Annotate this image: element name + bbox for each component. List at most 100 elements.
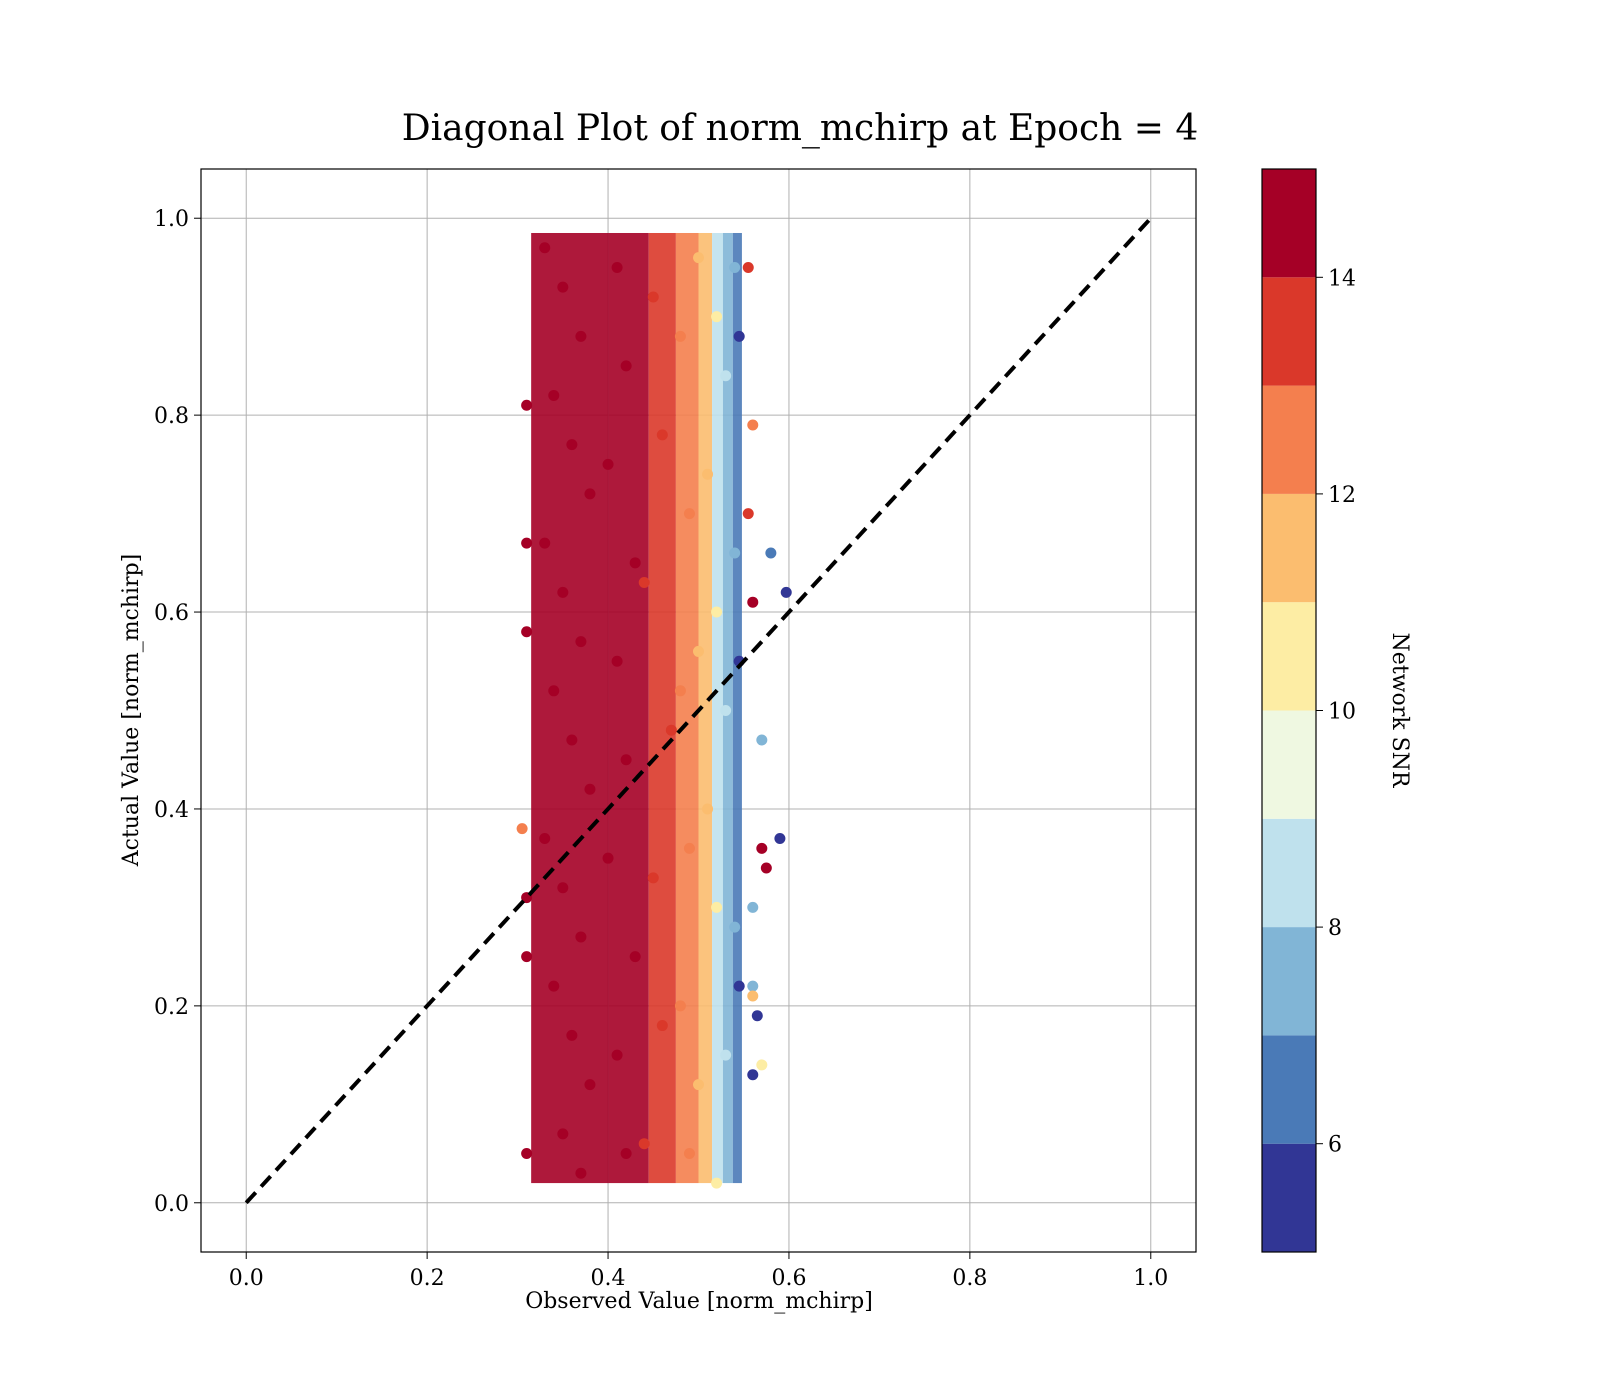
scatter-point [765,547,777,559]
diagonal-reference-line [244,216,1153,1205]
scatter-point [620,360,632,372]
scatter-point [693,645,704,657]
colorbar-tick-label: 12 [1328,483,1356,508]
scatter-point [747,1069,759,1081]
scatter-point [548,685,560,697]
scatter-point [674,1000,686,1012]
scatter-point [575,330,587,342]
scatter-point [674,330,686,342]
scatter-point [747,901,759,913]
colorbar-tick-label: 6 [1328,1133,1342,1158]
x-axis-ticks: 0.0 0.2 0.4 0.6 0.8 1.0 [229,1252,1168,1291]
scatter-point [720,705,732,716]
colorbar-band [1262,927,1316,1036]
scatter-point [575,931,587,943]
scatter-point [774,832,786,844]
scatter-point [733,980,745,992]
plot-area [200,168,1197,1253]
colorbar-band [1262,710,1316,819]
colorbar-band [1262,1143,1316,1252]
scatter-density-strip [608,232,649,1184]
scatter-point [674,685,686,697]
y-axis-ticks: 0.0 0.2 0.4 0.6 0.8 1.0 [154,207,201,1217]
x-tick-label: 0.6 [771,1266,806,1291]
scatter-point [566,1029,578,1041]
scatter-point [539,242,551,254]
scatter-point [747,419,759,431]
x-tick-label: 0.0 [229,1266,264,1291]
y-tick-label: 0.0 [154,1192,189,1217]
colorbar-bands [1262,169,1316,1252]
scatter-density-strip [712,232,723,1184]
scatter-point [733,330,745,342]
scatter-point [602,458,614,470]
scatter-density-strip [732,232,742,1184]
scatter-point [711,901,723,913]
scatter-point [584,783,596,795]
scatter-point [521,537,533,549]
scatter-point [751,1010,763,1022]
scatter-point [620,754,632,766]
scatter-point [729,921,741,933]
colorbar-band [1262,1035,1316,1144]
scatter-point [521,951,533,963]
scatter-point [557,882,569,894]
scatter-point [566,439,578,451]
colorbar-tick-label: 14 [1328,266,1356,291]
scatter-point [620,1148,632,1160]
scatter-point [584,488,596,500]
scatter-density-strip [675,232,699,1184]
scatter-point [742,261,754,273]
scatter-point [683,842,695,854]
scatter-point [742,508,754,520]
scatter-point [711,311,723,323]
scatter-point [756,842,768,854]
colorbar-band [1262,277,1316,386]
scatter-point [539,537,551,549]
scatter-point [665,724,677,736]
scatter-point [638,577,650,589]
scatter-point [575,636,587,648]
x-axis-label: Observed Value [norm_mchirp] [525,1289,873,1314]
scatter-point [711,606,723,618]
colorbar-band [1262,385,1316,494]
scatter-point [647,291,659,303]
colorbar-band [1262,818,1316,928]
scatter-density-strip [648,232,676,1184]
scatter-point [539,832,551,844]
colorbar-tick-label: 10 [1328,700,1356,725]
scatter-point [521,1148,533,1160]
y-tick-label: 0.2 [154,995,189,1020]
scatter-point [566,734,578,746]
scatter-point [729,261,741,273]
scatter-point [575,1167,587,1179]
scatter-point [602,852,614,864]
y-tick-label: 1.0 [154,207,189,232]
scatter-point [656,429,668,441]
scatter-cloud [531,232,742,1184]
scatter-point [521,626,533,638]
scatter-point [656,1020,668,1032]
colorbar-label: Network SNR [1387,633,1412,789]
scatter-point [747,596,759,608]
plot-frame [200,168,1197,1253]
scatter-point [516,823,528,835]
scatter-point [760,862,772,874]
scatter-point [729,547,741,559]
scatter-point [780,586,792,598]
scatter-point [711,1177,723,1189]
scatter-point [747,980,759,992]
scatter-point [557,281,569,293]
scatter-point [557,1128,569,1140]
scatter-point [629,951,641,963]
scatter-point [647,872,659,884]
scatter-point [756,734,768,746]
y-axis-label: Actual Value [norm_mchirp] [119,554,144,868]
x-tick-label: 0.8 [952,1266,987,1291]
scatter-point [747,990,759,1002]
colorbar-band [1262,169,1316,278]
scatter-point [638,1138,650,1150]
scatter-point [611,1049,623,1061]
colorbar-ticks: 6 8 10 12 14 [1316,266,1356,1158]
